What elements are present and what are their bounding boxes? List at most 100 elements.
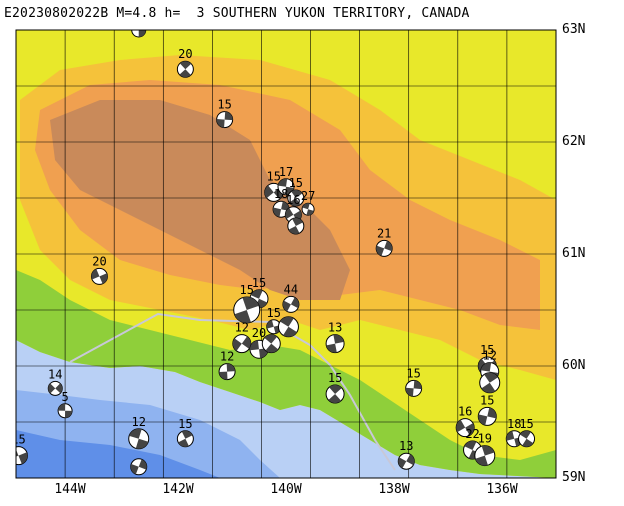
focal-mechanism-beachball [277,316,299,338]
mountain-zone [50,100,350,300]
depth-label: 14 [48,367,62,381]
lat-label-62n: 62N [562,134,586,149]
beachball-compression-quadrant [216,111,233,128]
focal-mechanism-beachball [131,30,147,38]
beachball-compression-quadrant [278,178,294,195]
beachball-compression-quadrant [288,218,303,234]
lon-label-138w: 138W [378,482,410,497]
beachball-compression-quadrant [282,297,299,312]
beachball-compression-quadrant [178,430,193,447]
beachball-compression-quadrant [250,289,268,308]
depth-label: 15 [289,176,303,190]
depth-label: 16 [458,405,472,419]
focal-mechanism-beachball: 15 [176,417,194,448]
focal-mechanism-beachball: 15 [216,98,234,129]
beachball-compression-quadrant [478,407,497,426]
depth-label: 12 [235,321,249,335]
lat-label-61n: 61N [562,246,586,261]
focal-mechanism-beachball: 16 [455,405,475,438]
map-title: E20230802022B M=4.8 h= 3 SOUTHERN YUKON … [4,6,470,21]
focal-mechanism-beachball: 5 [57,390,73,419]
focal-mechanism-beachball: 21 [375,226,393,257]
coastal-lowland [16,270,556,478]
depth-label: 15 [267,169,281,183]
depth-label: 20 [92,254,106,268]
depth-label: 15 [406,366,420,380]
beachball-compression-quadrant [326,334,344,353]
beachball-compression-quadrant [264,334,279,353]
depth-label: 20 [178,47,192,61]
beachball-compression-quadrant [129,428,149,449]
depth-label: 15 [252,276,266,290]
depth-label: 12 [483,349,497,363]
depth-label: 15 [328,371,342,385]
lat-label-63n: 63N [562,22,586,37]
depth-label: 15 [217,98,231,112]
beachball-compression-quadrant [481,372,499,393]
beachball-compression-quadrant [249,340,268,359]
lon-label-142w: 142W [162,482,194,497]
focal-mechanism-beachball: 15 [477,393,497,426]
beachball-compression-quadrant [91,269,108,284]
focal-mechanism-beachball: 15 [266,306,282,335]
focal-mechanism-beachball: 15 [518,417,536,448]
depth-label: 13 [328,321,342,335]
map-frame [15,29,557,479]
focal-mechanism-beachball: 12 [218,350,236,381]
lat-label-59n: 59N [562,470,586,485]
beachball-compression-quadrant [273,201,290,218]
depth-label: 15 [267,306,281,320]
focal-mechanism-beachball: 12 [128,415,150,450]
depth-label: 13 [399,439,413,453]
focal-mechanism-beachball: 15 [11,433,28,466]
focal-mechanism-beachball: 12 [232,321,252,354]
focal-mechanism-beachball [479,372,501,394]
depth-label: 22 [465,427,479,441]
depth-label: 5 [61,390,68,404]
focal-mechanism-beachball: 27 [301,189,315,216]
border-line [69,312,396,471]
depth-label: 15 [240,283,254,297]
depth-label: 18 [274,187,288,201]
lon-label-140w: 140W [270,482,302,497]
beachball-compression-quadrant [219,363,236,380]
focal-mechanism-beachball [261,334,281,354]
depth-label: 18 [507,417,521,431]
focal-mechanism-beachball: 17 [277,165,295,196]
depth-label: 12 [220,350,234,364]
focal-mechanism-beachball: 20 [176,47,194,78]
beachball-compression-quadrant [475,445,495,466]
beachball-compression-quadrant [234,297,260,324]
beachball-compression-quadrant [405,380,422,397]
depth-label: 12 [132,415,146,429]
focal-mechanism-beachball [130,458,148,476]
depth-label: 19 [478,432,492,446]
depth-label: 15 [519,417,533,431]
beachball-compression-quadrant [232,336,251,351]
beachball-compression-quadrant [506,431,523,447]
depth-label: 15 [480,343,494,357]
focal-mechanism-beachball [287,217,305,235]
beachball-compression-quadrant [519,430,534,447]
lon-label-144w: 144W [54,482,86,497]
focal-mechanism-beachball: 18 [505,417,523,448]
depth-label: 15 [11,433,25,447]
focal-mechanism-beachball: 15 [325,371,345,404]
beachball-compression-quadrant [16,449,28,464]
focal-mechanism-beachball: 15 [405,366,423,397]
beachball-compression-quadrant [48,383,63,394]
depth-label: 27 [301,189,315,203]
depth-label: 21 [377,226,391,240]
focal-mechanism-beachball: 15 [233,283,261,324]
sea-deep [16,430,220,478]
depth-label: 44 [284,282,298,296]
lon-label-136w: 136W [486,482,518,497]
focal-mechanism-beachball: 19 [474,432,496,467]
beachball-compression-quadrant [376,240,393,256]
beachball-compression-quadrant [130,459,147,475]
focal-mechanism-beachball: 14 [47,367,63,396]
beachball-compression-quadrant [302,203,314,216]
focal-mechanism-beachball: 13 [397,439,415,470]
